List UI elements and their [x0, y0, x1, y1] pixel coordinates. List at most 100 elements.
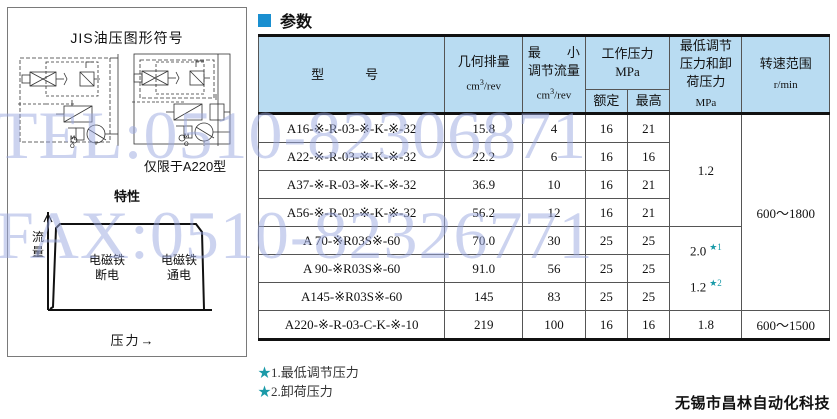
solenoid-off-line2: 断电 [94, 268, 119, 282]
specification-table: 型 号 几何排量 cm3/rev 最 小 调节流量 cm3/rev 工作压力 M… [257, 34, 830, 341]
cell-rated: 16 [584, 112, 629, 143]
footnote-1: ★1.最低调节压力 [258, 363, 359, 382]
footnote-1-text: 1.最低调节压力 [271, 365, 359, 380]
cell-displacement: 70.0 [444, 226, 524, 255]
cell-speed-group-2: 600～1500 [741, 310, 830, 341]
cell-min-flow: 4 [522, 112, 586, 143]
header-min-flow-unit: cm3/rev [536, 87, 572, 102]
header-row-1: 型 号 几何排量 cm3/rev 最 小 调节流量 cm3/rev 工作压力 M… [257, 34, 830, 114]
header-speed-unit: r/min [773, 79, 798, 91]
cell-min-adjust-group-3: 1.8 [669, 310, 743, 341]
table-body: A16-※-R-03-※-K-※-32 15.8 4 16 21 1.2 600… [257, 112, 830, 341]
cell-min-adjust-group-1: 1.2 [669, 112, 743, 227]
cell-displacement: 22.2 [444, 142, 524, 171]
min-adjust-value-1: 2.0 ★1 [689, 242, 722, 259]
cell-min-flow: 30 [522, 226, 586, 255]
header-speed-range: 转速范围 r/min [741, 34, 830, 114]
cell-model: A220-※-R-03-C-K-※-10 [257, 310, 446, 341]
jis-symbol-title: JIS油压图形符号 [70, 30, 184, 46]
chart-x-axis-label: 压力→ [110, 333, 156, 348]
cell-max: 21 [626, 170, 671, 199]
cell-min-flow: 56 [522, 254, 586, 283]
chart-label-solenoid-off: 电磁铁 断电 [76, 253, 138, 283]
cell-model: A16-※-R-03-※-K-※-32 [257, 112, 446, 143]
cell-max: 16 [626, 142, 671, 171]
star-1-marker: ★1 [709, 242, 722, 253]
cell-max: 25 [626, 226, 671, 255]
table-row: A16-※-R-03-※-K-※-32 15.8 4 16 21 1.2 600… [257, 112, 830, 311]
cell-min-flow: 10 [522, 170, 586, 199]
company-name: 无锡市昌林自动化科技 [674, 395, 830, 412]
header-rated: 额定 [584, 89, 629, 114]
cell-model: A56-※-R-03-※-K-※-32 [257, 198, 446, 227]
chart-y-axis-label: 流量 [31, 230, 44, 259]
jis-hydraulic-symbol-svg: M O M O [18, 53, 231, 150]
cell-model: A 90-※R03S※-60 [257, 254, 446, 283]
cell-max: 25 [626, 282, 671, 311]
square-bullet-icon [258, 13, 271, 27]
cell-displacement: 56.2 [444, 198, 524, 227]
star-icon: ★ [258, 365, 272, 380]
table-row: A220-※-R-03-C-K-※-10 219 100 16 16 1.8 6… [257, 310, 830, 341]
svg-text:M: M [70, 135, 75, 142]
svg-text:M: M [184, 133, 189, 140]
header-max: 最高 [626, 89, 671, 114]
cell-rated: 16 [584, 310, 629, 341]
footnotes: ★1.最低调节压力 ★2.卸荷压力 [258, 363, 359, 401]
cell-max: 16 [626, 310, 671, 341]
footnote-2-text: 2.卸荷压力 [271, 384, 333, 399]
solenoid-on-line2: 通电 [166, 268, 191, 282]
a220-only-note: 仅限于A220型 [143, 159, 227, 174]
table-row: A37-※-R-03-※-K-※-32 36.9 10 16 21 [257, 170, 830, 199]
min-adjust-value-2: 1.2 ★2 [689, 277, 722, 294]
table-header: 型 号 几何排量 cm3/rev 最 小 调节流量 cm3/rev 工作压力 M… [257, 34, 830, 114]
characteristic-chart-title: 特性 [113, 189, 140, 204]
cell-rated: 25 [584, 282, 629, 311]
header-min-adjust-unit: MPa [695, 97, 717, 109]
header-working-pressure: 工作压力 MPa [584, 34, 671, 90]
cell-displacement: 15.8 [444, 112, 524, 143]
cell-speed-group-1: 600～1800 [741, 112, 830, 311]
cell-rated: 16 [584, 142, 629, 171]
cell-displacement: 145 [444, 282, 524, 311]
footnote-2: ★2.卸荷压力 [258, 382, 359, 401]
cell-max: 21 [626, 112, 671, 143]
cell-model: A145-※R03S※-60 [257, 282, 446, 311]
svg-text:O: O [184, 141, 189, 148]
cell-rated: 25 [584, 226, 629, 255]
characteristic-curve-svg [43, 212, 212, 311]
cell-max: 25 [626, 254, 671, 283]
svg-text:O: O [70, 143, 75, 150]
table-row: A 90-※R03S※-60 91.0 56 25 25 [257, 254, 830, 283]
cell-rated: 16 [584, 170, 629, 199]
header-row-2: 额定 最高 [259, 89, 830, 114]
hydraulic-schematic-group: M O M O [16, 52, 238, 152]
cell-displacement: 219 [444, 310, 524, 341]
page-title: 参数 [280, 14, 313, 31]
section-header: 参数 [258, 8, 312, 32]
chart-label-solenoid-on: 电磁铁 通电 [148, 253, 210, 283]
solenoid-off-line1: 电磁铁 [88, 253, 125, 267]
star-icon: ★ [258, 384, 272, 399]
header-displacement-unit: cm3/rev [466, 78, 501, 93]
header-min-adjust-pressure: 最低调节 压力和卸 荷压力 MPa [669, 34, 743, 114]
header-model: 型 号 [257, 34, 446, 114]
cell-displacement: 91.0 [444, 254, 524, 283]
header-min-flow: 最 小 调节流量 cm3/rev [522, 34, 586, 114]
cell-min-flow: 100 [522, 310, 586, 341]
solenoid-on-line1: 电磁铁 [160, 253, 197, 267]
cell-max: 21 [626, 198, 671, 227]
cell-min-flow: 12 [522, 198, 586, 227]
cell-model: A 70-※R03S※-60 [257, 226, 446, 255]
cell-model: A22-※-R-03-※-K-※-32 [257, 142, 446, 171]
cell-displacement: 36.9 [444, 170, 524, 199]
cell-rated: 16 [584, 198, 629, 227]
cell-min-adjust-group-2: 2.0 ★1 1.2 ★2 [669, 226, 743, 311]
cell-min-flow: 6 [522, 142, 586, 171]
cell-min-flow: 83 [522, 282, 586, 311]
characteristic-chart [26, 206, 230, 324]
cell-rated: 25 [584, 254, 629, 283]
cell-model: A37-※-R-03-※-K-※-32 [257, 170, 446, 199]
star-2-marker: ★2 [709, 277, 722, 288]
